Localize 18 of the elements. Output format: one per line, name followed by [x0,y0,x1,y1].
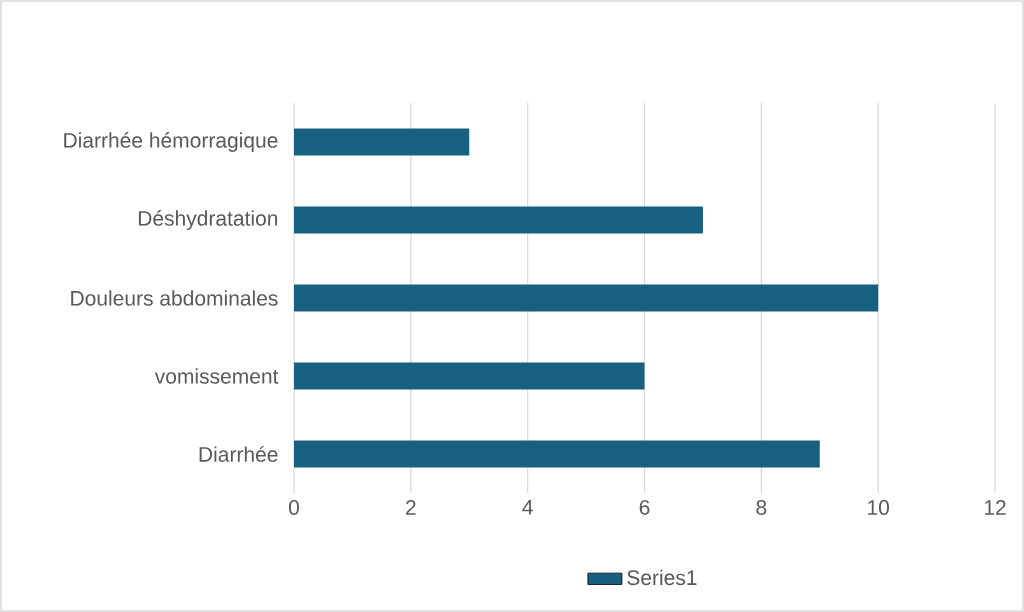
y-tick-label: Douleurs abdominales [71,290,278,306]
x-tick-label: 8 [756,500,767,515]
y-tick-label: vomissement [154,368,279,384]
y-tick-label: Diarrhée hémorragique [64,132,278,152]
y-tick-label: Diarrhée [199,446,278,462]
x-tick-label: 6 [639,500,650,515]
legend-label: Series1 [627,569,697,586]
bar [294,128,470,156]
x-tick-label: 12 [984,500,1006,515]
x-tick-label: 4 [522,500,533,515]
x-tick-label: 10 [868,500,890,515]
bar [294,206,703,234]
bar [294,284,879,312]
y-tick-label: Déshydratation [138,210,278,230]
bar [294,362,645,390]
x-tick-label: 0 [288,500,299,515]
bar [294,440,820,468]
x-tick-label: 2 [406,500,416,515]
